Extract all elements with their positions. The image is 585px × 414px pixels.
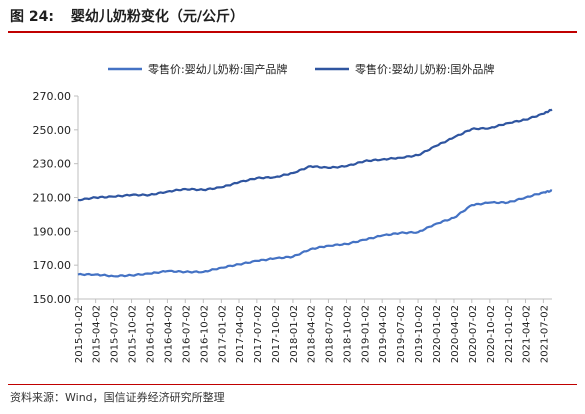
x-tick-label: 2015-07-02	[109, 305, 120, 363]
x-tick-label: 2016-01-02	[146, 305, 157, 363]
legend-label-foreign: 零售价:婴幼儿奶粉:国外品牌	[355, 62, 494, 76]
x-tick-label: 2021-07-02	[539, 305, 550, 363]
x-tick-label: 2015-10-02	[128, 305, 139, 363]
x-tick-label: 2020-10-02	[486, 305, 497, 363]
figure-title: 图 24: 婴幼儿奶粉变化（元/公斤）	[10, 6, 244, 26]
x-tick-label: 2016-07-02	[181, 305, 192, 363]
x-tick-label: 2018-01-02	[289, 305, 300, 363]
x-tick-label: 2017-10-02	[271, 305, 282, 363]
x-tick-label: 2018-04-02	[307, 305, 318, 363]
figure-number: 图 24:	[10, 9, 54, 25]
bottom-rule	[8, 384, 577, 385]
y-tick-label: 270.00	[33, 90, 72, 103]
x-tick-label: 2020-01-02	[432, 305, 443, 363]
x-tick-label: 2021-04-02	[522, 305, 533, 363]
x-tick-label: 2021-01-02	[504, 305, 515, 363]
legend-label-domestic: 零售价:婴幼儿奶粉:国产品牌	[148, 62, 287, 76]
x-tick-label: 2017-01-02	[217, 305, 228, 363]
x-tick-label: 2015-01-02	[74, 305, 85, 363]
x-tick-label: 2016-04-02	[163, 305, 174, 363]
x-tick-label: 2017-07-02	[253, 305, 264, 363]
figure-title-text: 婴幼儿奶粉变化（元/公斤）	[70, 9, 244, 25]
x-tick-label: 2020-04-02	[450, 305, 461, 363]
x-tick-label: 2019-04-02	[378, 305, 389, 363]
x-tick-label: 2019-10-02	[414, 305, 425, 363]
series-line-domestic	[77, 189, 553, 278]
x-tick-label: 2019-01-02	[361, 305, 372, 363]
x-tick-label: 2017-04-02	[235, 305, 246, 363]
y-tick-label: 230.00	[33, 158, 72, 171]
y-tick-label: 210.00	[33, 192, 72, 205]
x-tick-label: 2016-10-02	[199, 305, 210, 363]
source-note: 资料来源：Wind，国信证券经济研究所整理	[10, 391, 225, 404]
y-tick-label: 170.00	[33, 259, 72, 272]
series-line-foreign	[77, 108, 553, 202]
x-tick-label: 2018-10-02	[342, 305, 353, 363]
y-tick-label: 150.00	[33, 293, 72, 306]
y-tick-label: 250.00	[33, 124, 72, 137]
top-rule	[8, 31, 577, 33]
x-tick-label: 2020-07-02	[468, 305, 479, 363]
x-tick-label: 2015-04-02	[92, 305, 103, 363]
x-tick-label: 2019-07-02	[396, 305, 407, 363]
x-tick-label: 2018-07-02	[324, 305, 335, 363]
y-tick-label: 190.00	[33, 225, 72, 238]
